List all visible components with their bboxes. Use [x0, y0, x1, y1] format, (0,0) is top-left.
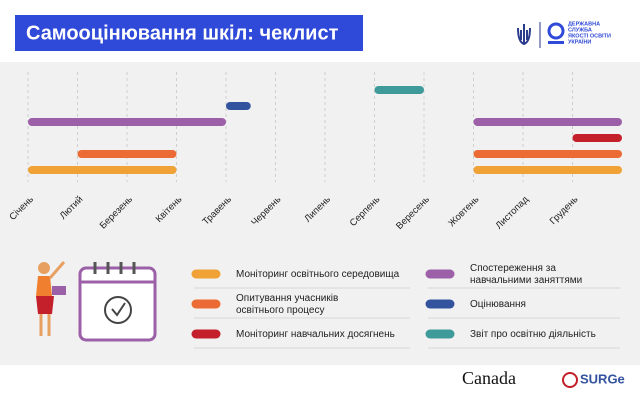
person-skirt	[36, 296, 54, 314]
calendar-rings	[93, 262, 136, 274]
trident	[517, 24, 531, 46]
title-box	[15, 15, 363, 51]
person-legs	[39, 314, 51, 336]
legend-label: Оцінювання	[470, 299, 526, 310]
logo-bar	[548, 41, 564, 44]
logo-circle	[547, 22, 565, 40]
logo-text: ЯКОСТІ ОСВІТИ	[568, 33, 611, 39]
person-head	[38, 262, 50, 274]
person-body	[36, 276, 52, 296]
legend-label: Звіт про освітню діяльність	[470, 329, 596, 340]
logo-text: ДЕРЖАВНА	[568, 21, 600, 27]
calendar	[78, 266, 157, 342]
logo-text: СЛУЖБА	[568, 27, 592, 33]
illustration	[36, 261, 157, 342]
title: Самооцінювання шкіл: чеклист	[26, 22, 339, 44]
legend-label: Опитування учасників освітнього процесу	[236, 293, 338, 316]
legend-label: Моніторинг освітнього середовища	[236, 269, 400, 280]
logo-text: УКРАЇНИ	[568, 38, 591, 45]
check	[111, 302, 126, 317]
laptop	[52, 286, 66, 295]
logo: ДЕРЖАВНА СЛУЖБА ЯКОСТІ ОСВІТИ УКРАЇНИ	[517, 21, 611, 48]
legend-label: Спостереження за навчальними заняттями	[470, 263, 582, 286]
sponsor: SURGe	[580, 371, 625, 386]
sponsor-icon	[562, 372, 578, 388]
calendar-check	[104, 296, 132, 324]
sponsor: Canada	[462, 368, 516, 388]
person-arm	[48, 261, 66, 279]
legend-label: Моніторинг навчальних досягнень	[236, 329, 395, 340]
